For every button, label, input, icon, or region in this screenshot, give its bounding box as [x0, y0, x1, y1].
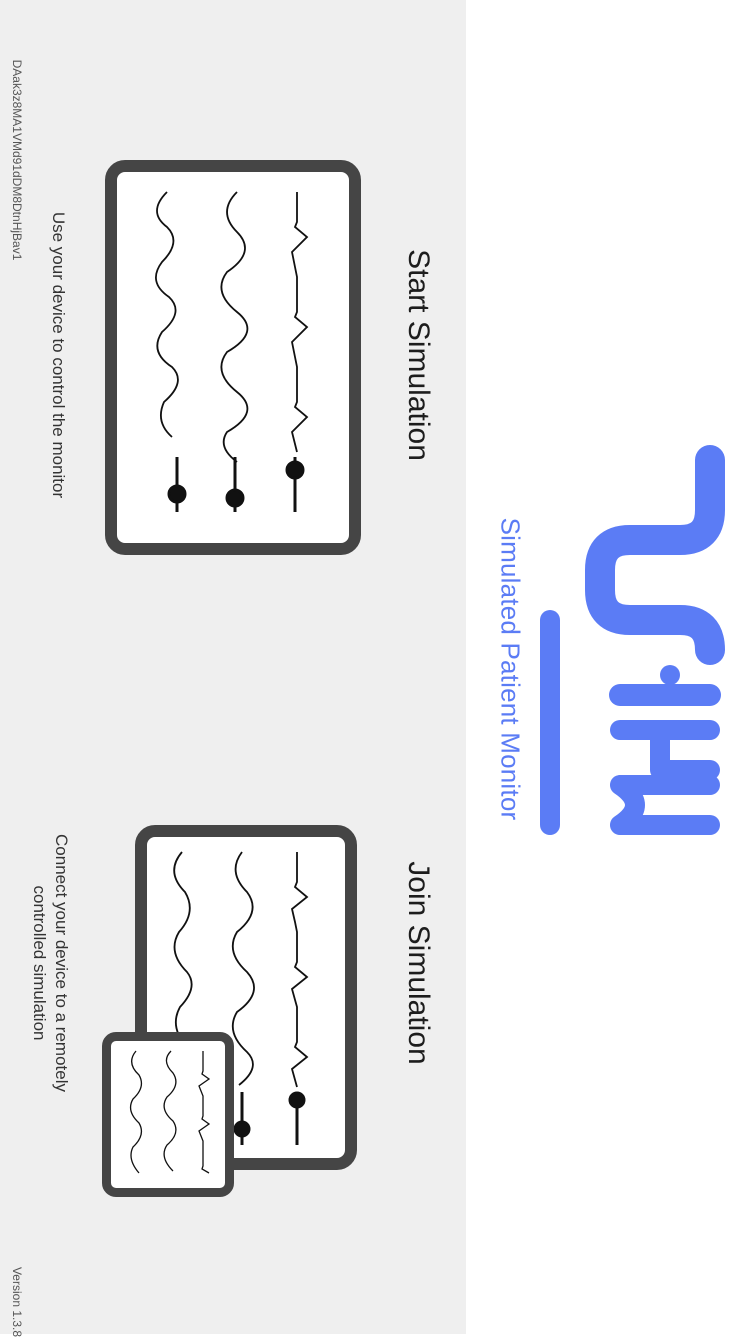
linked-monitors-icon [100, 820, 370, 1205]
version-label: Version 1.3.8 [10, 1266, 24, 1337]
remote-device-monitor [102, 1032, 234, 1197]
join-simulation-title: Join Simulation [402, 861, 435, 1065]
simpl-logo [540, 445, 725, 835]
brand-subtitle: Simulated Patient Monitor [495, 517, 526, 821]
start-simulation-card[interactable]: Start Simulation Use your device to cont… [49, 150, 435, 570]
join-simulation-description: Connect your device to a remotely contro… [28, 834, 72, 1092]
waveforms-icon [155, 191, 309, 512]
start-simulation-description: Use your device to control the monitor [49, 211, 68, 499]
join-description-line1: Connect your device to a remotely [52, 834, 71, 1092]
start-simulation-title: Start Simulation [402, 249, 435, 461]
join-description-line2: controlled simulation [30, 885, 49, 1041]
join-simulation-card[interactable]: Join Simulation [30, 820, 435, 1205]
device-id: DAak3z8MA1VMd91dDM8DtnHjBav1 [10, 59, 24, 261]
patient-monitor-icon [105, 160, 361, 555]
